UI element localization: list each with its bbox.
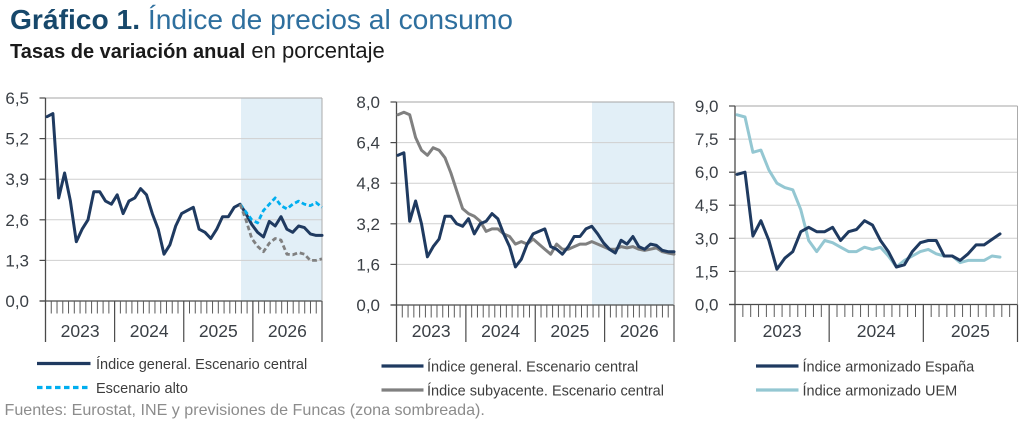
svg-text:3,2: 3,2 [356,215,380,234]
svg-text:4,5: 4,5 [695,196,719,215]
svg-text:Índice armonizado UEM: Índice armonizado UEM [803,383,958,400]
svg-text:Índice armonizado España: Índice armonizado España [803,359,976,376]
svg-text:4,8: 4,8 [356,174,380,193]
svg-text:3,0: 3,0 [695,229,719,248]
svg-text:0,0: 0,0 [5,292,29,311]
svg-text:2025: 2025 [199,321,238,341]
svg-text:1,3: 1,3 [5,251,29,270]
svg-text:3,9: 3,9 [5,170,29,189]
svg-text:1,5: 1,5 [695,262,719,281]
svg-text:2023: 2023 [61,321,100,341]
svg-text:2025: 2025 [550,321,589,341]
svg-text:2,6: 2,6 [5,211,29,230]
svg-text:8,0: 8,0 [356,93,380,112]
svg-text:5,2: 5,2 [5,130,29,149]
svg-text:6,4: 6,4 [356,134,380,153]
svg-text:Escenario alto: Escenario alto [96,381,188,397]
svg-text:Índice general. Escenario cent: Índice general. Escenario central [427,359,638,376]
svg-text:2023: 2023 [412,321,451,341]
svg-text:2024: 2024 [857,321,896,341]
svg-text:Índice subyacente. Escenario c: Índice subyacente. Escenario central [427,383,664,400]
svg-text:9,0: 9,0 [695,97,719,116]
svg-text:2024: 2024 [130,321,169,341]
svg-text:1,6: 1,6 [356,255,380,274]
svg-text:7,5: 7,5 [695,130,719,149]
svg-text:0,0: 0,0 [695,296,719,315]
svg-text:2026: 2026 [620,321,659,341]
svg-text:2025: 2025 [951,321,990,341]
svg-text:6,5: 6,5 [5,89,29,108]
svg-text:0,0: 0,0 [356,296,380,315]
svg-text:Fuentes: Eurostat, INE y previ: Fuentes: Eurostat, INE y previsiones de … [5,401,485,419]
svg-text:2023: 2023 [763,321,802,341]
svg-text:6,0: 6,0 [695,163,719,182]
svg-text:2024: 2024 [481,321,520,341]
svg-text:Índice general. Escenario cent: Índice general. Escenario central [96,356,307,373]
svg-text:2026: 2026 [268,321,307,341]
